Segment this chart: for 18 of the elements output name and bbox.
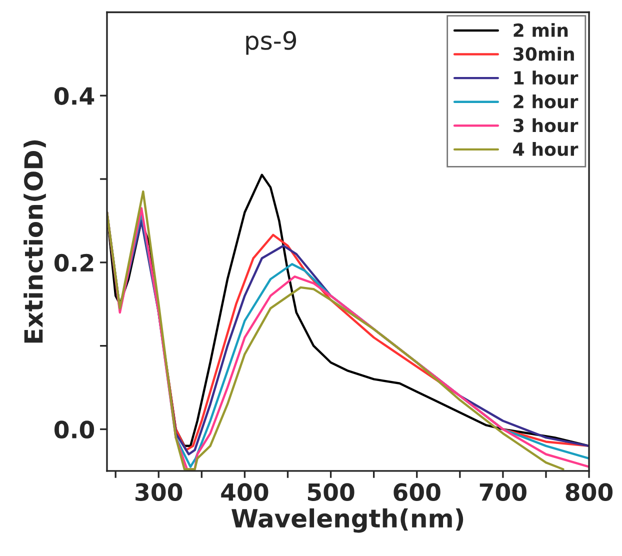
y-tick-label: 0.0 (54, 420, 94, 439)
x-tick-label: 800 (566, 483, 613, 502)
x-tick-label: 400 (221, 483, 268, 502)
annotation: ps-9 (246, 31, 296, 55)
legend-label: 30min (514, 46, 574, 61)
legend-label: 3 hour (514, 118, 578, 132)
x-tick-label: 500 (308, 483, 354, 502)
x-tick-label: 600 (394, 483, 440, 502)
y-tick-label: 0.4 (54, 87, 94, 105)
x-axis-title: Wavelength(nm) (232, 508, 464, 533)
legend-label: 4 hour (513, 142, 578, 156)
legend-label: 2 min (514, 23, 568, 37)
y-tick-label: 0.2 (54, 254, 94, 272)
legend-label: 2 hour (514, 94, 578, 108)
y-axis-title: Extinction(OD) (24, 140, 46, 343)
legend-label: 1 hour (514, 70, 578, 85)
x-tick-label: 700 (480, 483, 526, 502)
x-tick-label: 300 (136, 483, 182, 502)
